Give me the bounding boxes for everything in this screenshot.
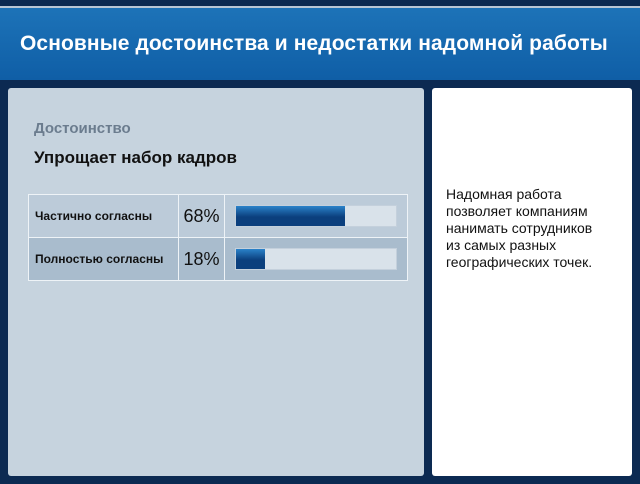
row-percent: 18% bbox=[178, 237, 225, 281]
row-label: Частично согласны bbox=[27, 194, 180, 238]
description-line: нанимать сотрудников bbox=[446, 220, 593, 236]
row-bar-cell bbox=[224, 237, 408, 281]
top-border bbox=[0, 0, 640, 6]
progress-fill bbox=[236, 249, 265, 269]
progress-fill bbox=[236, 206, 345, 226]
row-bar-cell bbox=[224, 194, 408, 238]
table-row: Частично согласны 68% bbox=[27, 194, 408, 238]
agreement-table: Частично согласны 68% Полностью согласны… bbox=[27, 194, 408, 281]
page-title: Основные достоинства и недостатки надомн… bbox=[20, 32, 608, 55]
description-panel: Надомная работа позволяет компаниям нани… bbox=[432, 88, 632, 476]
progress-bar bbox=[235, 248, 397, 270]
description-line: Надомная работа bbox=[446, 186, 562, 202]
description-line: из самых разных bbox=[446, 237, 557, 253]
top-divider bbox=[0, 6, 640, 8]
description-line: географических точек. bbox=[446, 254, 593, 270]
panel-heading: Упрощает набор кадров bbox=[34, 148, 237, 167]
advantage-panel: Достоинство Упрощает набор кадров Частич… bbox=[8, 88, 424, 476]
row-label: Полностью согласны bbox=[27, 237, 180, 281]
row-percent: 68% bbox=[178, 194, 225, 238]
table-row: Полностью согласны 18% bbox=[27, 237, 408, 281]
description-text: Надомная работа позволяет компаниям нани… bbox=[446, 186, 624, 271]
header-banner: Основные достоинства и недостатки надомн… bbox=[0, 8, 640, 80]
progress-bar bbox=[235, 205, 397, 227]
panel-subtitle: Достоинство bbox=[34, 120, 131, 137]
description-line: позволяет компаниям bbox=[446, 203, 588, 219]
